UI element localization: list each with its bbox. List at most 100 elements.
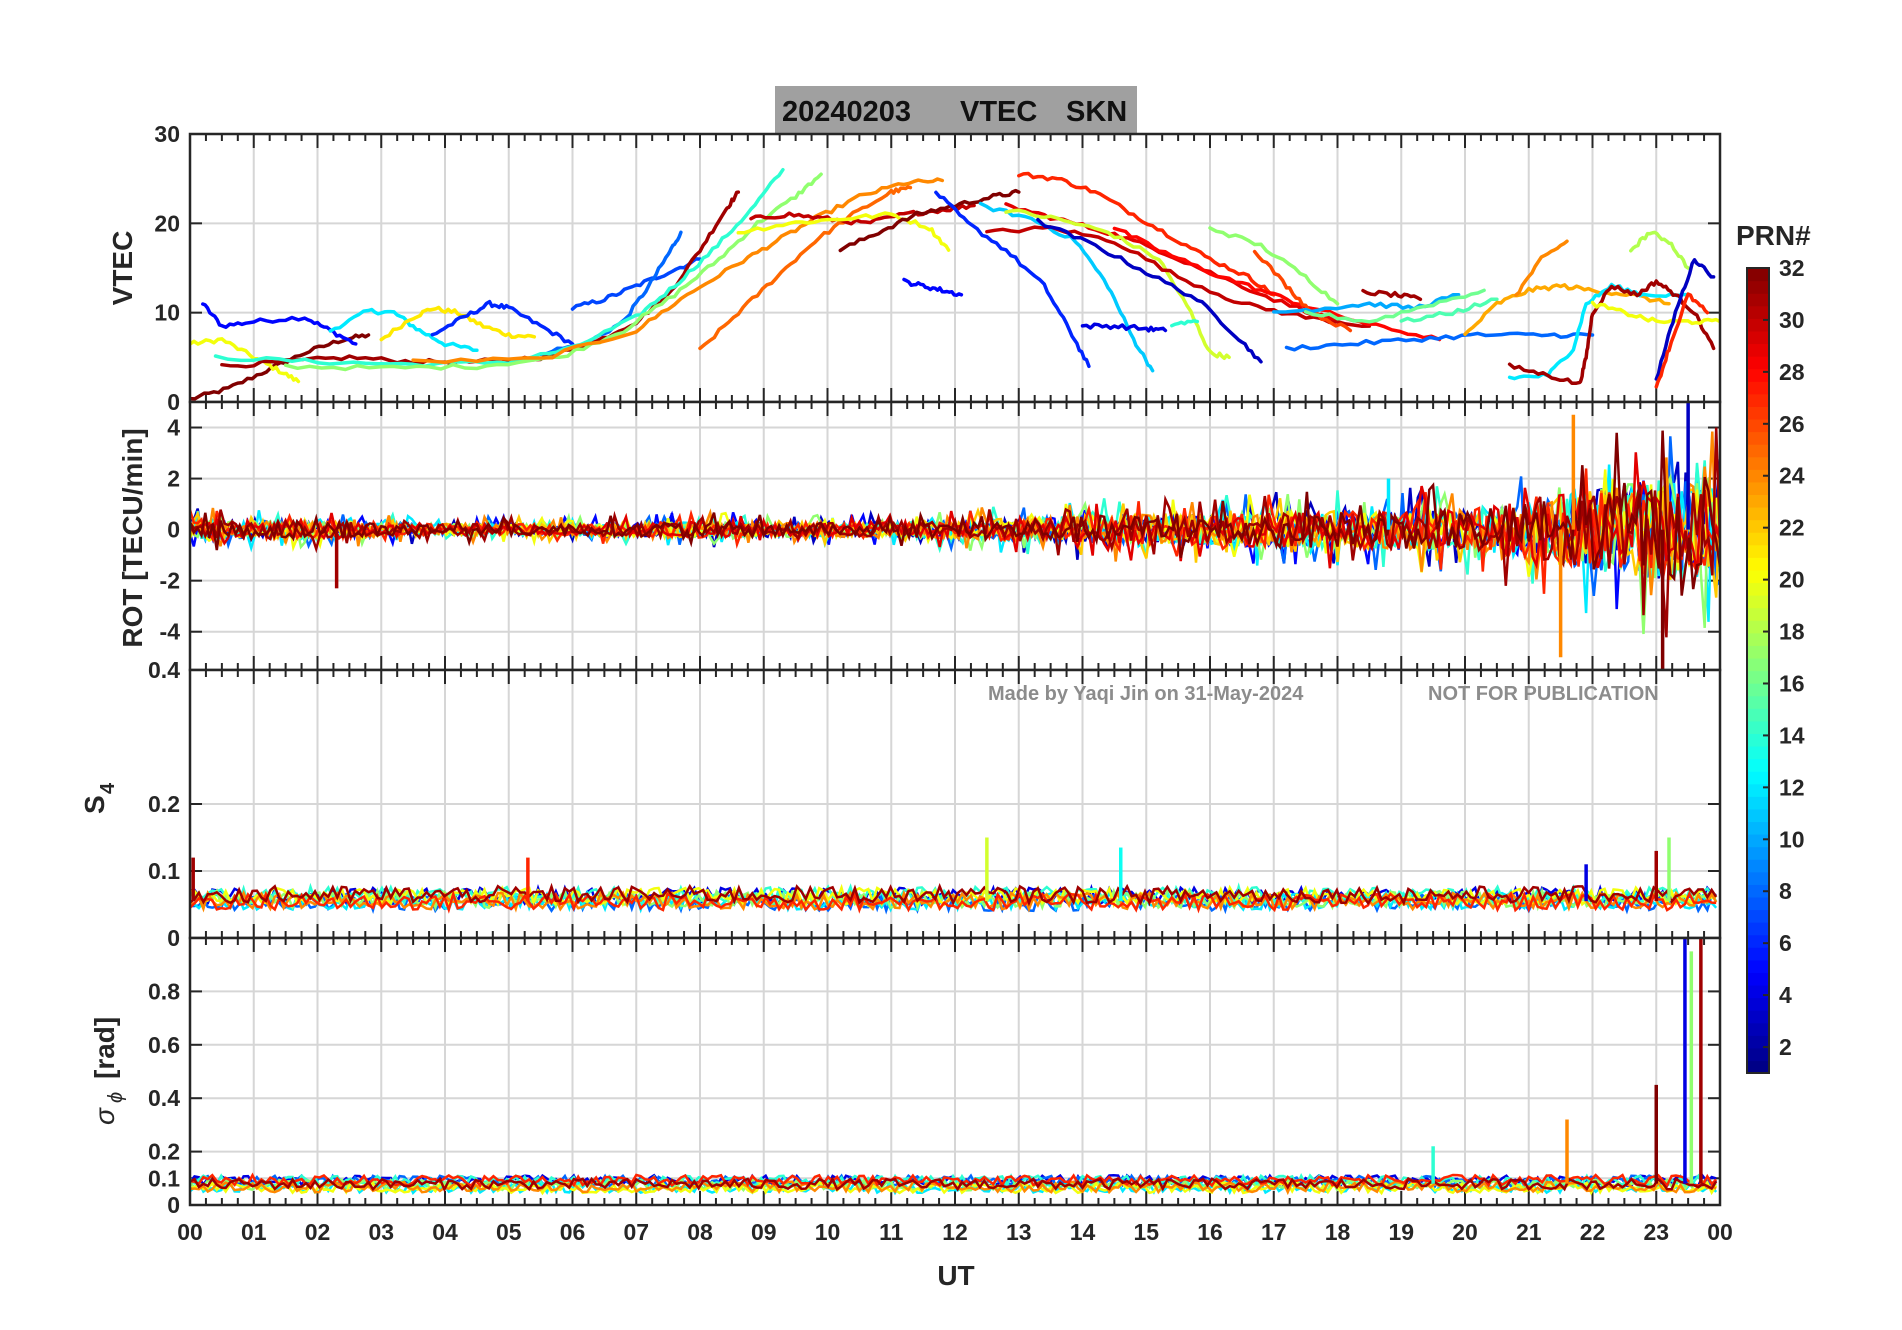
x-tick-label: 15 <box>1133 1219 1159 1245</box>
vtec-series-prn-14 <box>213 167 785 368</box>
x-tick-label: 06 <box>560 1219 586 1245</box>
s4-series-prn-31 <box>190 882 1718 907</box>
sigma-ylabel-sub: ϕ <box>105 1092 127 1103</box>
colorbar-segment <box>1747 305 1769 319</box>
colorbar-segment <box>1747 343 1769 357</box>
colorbar-segment <box>1747 595 1769 609</box>
sigma_phi-ytick-label: 0 <box>167 1192 180 1218</box>
rot-series-prn-31 <box>190 427 1720 638</box>
vtec-series-prn-3 <box>1654 258 1716 381</box>
colorbar-segment <box>1747 871 1769 885</box>
colorbar-segment <box>1747 796 1769 810</box>
vtec-series-prn-16 <box>1303 288 1486 324</box>
colorbar-segment <box>1747 783 1769 797</box>
vtec-series-prn-17 <box>1208 226 1340 306</box>
vtec-series-prn-3 <box>1036 217 1263 364</box>
colorbar-segment <box>1747 569 1769 584</box>
rot-ytick-label: 2 <box>167 466 180 492</box>
rot-panel: -4 -2 0 2 4 <box>160 400 1722 672</box>
colorbar-segment <box>1747 733 1769 747</box>
colorbar-tick-label: 30 <box>1779 307 1805 333</box>
vtec-series-prn-14 <box>1170 319 1200 328</box>
colorbar-segment <box>1747 972 1769 986</box>
rot-series-prn-32 <box>190 430 1720 596</box>
x-tick-label: 22 <box>1580 1219 1606 1245</box>
x-tick-label: 09 <box>751 1219 777 1245</box>
title-box <box>775 86 1137 134</box>
x-tick-label: 13 <box>1006 1219 1032 1245</box>
vtec-series-prn-24 <box>411 177 945 365</box>
title-station: SKN <box>1066 96 1127 128</box>
colorbar-segment <box>1747 481 1769 496</box>
vtec-series-prn-19 <box>1004 208 1231 361</box>
x-tick-label: 10 <box>815 1219 841 1245</box>
x-tick-label: 16 <box>1197 1219 1223 1245</box>
colorbar-tick-label: 20 <box>1779 567 1805 593</box>
colorbar-segment <box>1747 544 1769 558</box>
rot-ytick-label: 0 <box>167 517 180 543</box>
sigma_phi-ytick-label: 0.1 <box>148 1165 180 1191</box>
x-tick-label: 00 <box>177 1219 203 1245</box>
colorbar-tick-label: 24 <box>1779 463 1805 489</box>
colorbar-tick-label: 6 <box>1779 930 1792 956</box>
colorbar-segment <box>1747 1022 1769 1036</box>
colorbar-tick-label: 14 <box>1779 722 1805 748</box>
vtec-series-prn-21 <box>379 305 537 342</box>
rot-ylabel: ROT [TECU/min] <box>117 428 148 647</box>
s4-ytick-label: 0.4 <box>148 657 180 683</box>
sigma-ylabel-main: σ <box>89 1107 120 1125</box>
s4-panel: 0 0.1 0.2 0.4 <box>148 657 1722 951</box>
colorbar-label: PRN# <box>1736 220 1811 251</box>
colorbar-tick-label: 8 <box>1779 878 1792 904</box>
vtec-series-prn-11 <box>978 201 1155 373</box>
vtec-series-prn-27 <box>1017 171 1276 297</box>
x-tick-labels: 00 01 02 03 04 05 06 07 08 09 10 11 12 13 14 15 16 17 18 19… <box>177 1219 1733 1245</box>
colorbar-segment <box>1747 330 1769 345</box>
rot-ytick-label: -2 <box>160 568 180 594</box>
colorbar-segment <box>1747 846 1769 860</box>
colorbar-segment <box>1747 494 1769 508</box>
colorbar-tick-label: 16 <box>1779 670 1805 696</box>
sigma-ylabel: σ ϕ [rad] <box>89 1017 127 1125</box>
colorbar-tick-label: 32 <box>1779 255 1805 281</box>
panels: 0102030-4-202400.10.20.400.10.20.40.60.8… <box>148 121 1733 1245</box>
vtec-ytick-label: 0 <box>167 389 180 415</box>
colorbar-segment <box>1747 758 1769 772</box>
colorbar-segment <box>1747 1010 1769 1024</box>
colorbar-frame <box>1746 267 1770 1074</box>
colorbar-segment <box>1747 393 1769 407</box>
sigma_phi-panel: 00.10.2 0.4 0.6 0.8 <box>148 936 1722 1218</box>
sigma_phi-frame <box>188 936 1722 1207</box>
colorbar-tick-label: 22 <box>1779 515 1805 541</box>
colorbar-segment <box>1747 532 1769 546</box>
colorbar-segment <box>1747 368 1769 382</box>
s4-plot-area <box>190 837 1718 915</box>
colorbar-segment <box>1747 1060 1769 1074</box>
colorbar-segment <box>1747 896 1769 911</box>
sigma-ylabel-units: [rad] <box>89 1017 120 1079</box>
colorbar-segment <box>1747 620 1769 634</box>
colorbar-tick-label: 12 <box>1779 774 1805 800</box>
vtec-series-prn-20 <box>736 211 951 252</box>
colorbar-segment <box>1747 469 1769 483</box>
vtec-series-prn-31 <box>1507 279 1716 386</box>
vtec-ytick-label: 20 <box>154 210 180 236</box>
vtec-series-prn-5 <box>201 302 358 346</box>
colorbar-segment <box>1747 821 1769 835</box>
vtec-series-prn-26 <box>1252 249 1353 333</box>
title-date: 20240203 <box>782 96 911 128</box>
colorbar-segment <box>1747 293 1769 307</box>
colorbar-segment <box>1747 456 1769 470</box>
vtec-series-prn-32 <box>838 188 1021 253</box>
colorbar-segment <box>1747 506 1769 521</box>
rot-plot-area <box>190 402 1720 670</box>
watermark-author: Made by Yaqi Jin on 31-May-2024 <box>988 683 1304 705</box>
colorbar-segment <box>1747 1035 1769 1049</box>
vtec-series-prn-25 <box>698 185 913 351</box>
sigma_phi-ytick-label: 0.4 <box>148 1085 180 1111</box>
colorbar-segment <box>1747 356 1769 370</box>
colorbar-segment <box>1747 808 1769 823</box>
x-tick-label: 19 <box>1388 1219 1414 1245</box>
vtec-series-prn-28 <box>1112 226 1442 342</box>
